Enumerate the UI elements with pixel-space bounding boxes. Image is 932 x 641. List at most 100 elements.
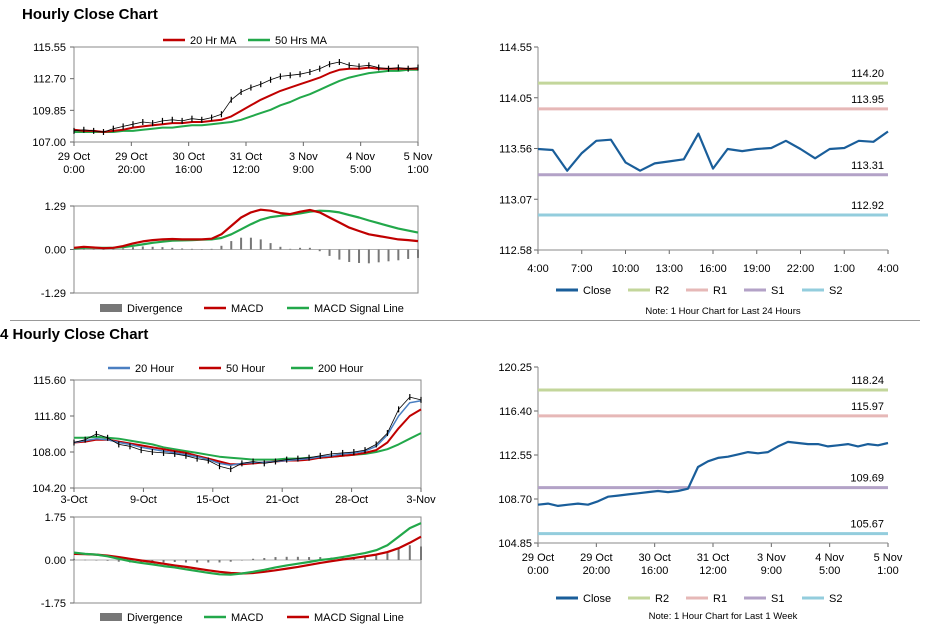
hourly-macd-divergence-bar xyxy=(367,249,370,264)
four-hourly-price-xtick-label: 9-Oct xyxy=(130,494,157,506)
four-hourly-macd-divergence-bar xyxy=(364,556,367,560)
four-hourly-week-level-label: 109.69 xyxy=(850,473,884,485)
hourly-price-xtick-label: 16:00 xyxy=(175,164,203,176)
hourly-24h-xtick-label: 13:00 xyxy=(655,263,683,275)
hourly-24h-ytick-label: 114.55 xyxy=(499,42,532,54)
hourly-signal-legend-label: MACD Signal Line xyxy=(314,303,404,315)
four-hourly-macd-divergence-bar xyxy=(207,560,210,563)
hourly-24h-note: Note: 1 Hour Chart for Last 24 Hours xyxy=(645,306,800,317)
four-hourly-price-xtick-label: 21-Oct xyxy=(266,494,299,506)
hourly-price-ytick-label: 109.85 xyxy=(32,105,66,117)
hourly-macd-divergence-bar xyxy=(181,248,184,250)
hourly-24h-legend-close-legend-label: Close xyxy=(583,285,611,297)
hourly-ma50-legend-label: 50 Hrs MA xyxy=(275,35,328,47)
four-hourly-section-title: 4 Hourly Close Chart xyxy=(0,326,149,343)
hourly-macd-divergence-bar xyxy=(151,246,154,250)
hourly-macd-divergence-bar xyxy=(259,239,262,250)
four-hourly-macd-divergence-bar xyxy=(95,560,98,561)
four-hourly-price-xtick-label: 3-Oct xyxy=(61,494,88,506)
hourly-macd-ytick-label: 0.00 xyxy=(45,245,66,257)
four-hourly-20h-legend-label: 20 Hour xyxy=(135,363,174,375)
four-hourly-week-legend-close-legend-label: Close xyxy=(583,593,611,605)
hourly-macd-divergence-bar xyxy=(377,249,380,263)
hourly-macd-divergence-bar xyxy=(387,249,390,262)
four-hourly-week-xtick-label: 1:00 xyxy=(877,565,898,577)
four-hourly-macd-divergence-bar xyxy=(420,546,422,560)
hourly-price-close-line xyxy=(73,61,419,133)
four-hourly-week-ytick-label: 112.55 xyxy=(499,450,532,462)
hourly-price-xtick-label: 29 Oct xyxy=(58,151,90,163)
hourly-macd-divergence-bar xyxy=(249,237,252,250)
four-hourly-50h-line xyxy=(73,408,422,466)
hourly-price-xtick-label: 5:00 xyxy=(350,164,371,176)
hourly-24h-legend-r2-legend-label: R2 xyxy=(655,285,669,297)
hourly-24h-legend-s1-legend-label: S1 xyxy=(771,285,784,297)
four-hourly-week-note: Note: 1 Hour Chart for Last 1 Week xyxy=(649,611,798,622)
hourly-24h-xtick-label: 16:00 xyxy=(699,263,727,275)
hourly-24h-level-label: 114.20 xyxy=(851,68,884,80)
hourly-macd-divergence-bar xyxy=(358,249,361,263)
hourly-macd-divergence-bar xyxy=(73,248,75,250)
four-hourly-week-legend-r2-legend-label: R2 xyxy=(655,593,669,605)
hourly-section-title: Hourly Close Chart xyxy=(22,6,158,23)
four-hourly-week-ytick-label: 108.70 xyxy=(498,494,532,506)
hourly-24h-xtick-label: 4:00 xyxy=(877,263,898,275)
hourly-macd-divergence-bar xyxy=(299,247,302,250)
four-hourly-macd-divergence-bar xyxy=(106,560,109,561)
four-hourly-week-legend-s2-legend-label: S2 xyxy=(829,593,842,605)
four-hourly-macd-divergence-bar xyxy=(397,548,400,560)
four-hourly-macd-divergence-bar xyxy=(196,560,199,563)
hourly-price-xtick-label: 1:00 xyxy=(407,164,428,176)
four-hourly-macd-line xyxy=(73,522,422,576)
hourly-24h-legend-r1-legend-label: R1 xyxy=(713,285,727,297)
hourly-macd-divergence-bar xyxy=(92,249,95,250)
hourly-24h-ytick-label: 113.56 xyxy=(499,144,532,156)
four-hourly-macd-divergence-bar xyxy=(296,556,299,560)
four-hourly-week-level-label: 115.97 xyxy=(851,401,884,413)
hourly-macd-divergence-bar xyxy=(417,249,419,258)
hourly-price-xtick-label: 20:00 xyxy=(118,164,146,176)
hourly-macd-divergence-bar xyxy=(407,249,410,259)
hourly-ma50-line xyxy=(74,68,418,133)
hourly-macd-divergence-bar xyxy=(308,247,311,250)
hourly-price-xtick-label: 9:00 xyxy=(293,164,314,176)
four-hourly-20h-line xyxy=(73,400,422,467)
hourly-price-xtick-label: 31 Oct xyxy=(230,151,262,163)
four-hourly-price-xtick-label: 15-Oct xyxy=(196,494,229,506)
hourly-macd-divergence-bar xyxy=(269,243,272,250)
hourly-macd-ytick-label: -1.29 xyxy=(41,288,66,300)
four-hourly-50h-legend-label: 50 Hour xyxy=(226,363,265,375)
four-hourly-macd-divergence-bar xyxy=(184,560,187,563)
four-hourly-macd-divergence-bar xyxy=(117,560,120,562)
four-hourly-macd-divergence-bar xyxy=(285,556,288,560)
hourly-macd-divergence-bar xyxy=(190,248,193,250)
four-hourly-week-xtick-label: 4 Nov xyxy=(815,552,844,564)
hourly-macd-divergence-bar xyxy=(328,249,331,256)
hourly-price-ytick-label: 115.55 xyxy=(33,42,66,54)
hourly-macd-divergence-bar xyxy=(112,249,115,250)
four-hourly-week-xtick-label: 20:00 xyxy=(583,565,611,577)
hourly-24h-level-label: 113.95 xyxy=(851,94,884,106)
four-hourly-divergence-legend-swatch xyxy=(100,613,122,621)
hourly-price-xtick-label: 12:00 xyxy=(232,164,260,176)
hourly-macd-divergence-bar xyxy=(279,246,282,250)
four-hourly-week-close-line xyxy=(537,440,889,507)
four-hourly-week-ytick-label: 120.25 xyxy=(498,362,532,374)
hourly-macd-divergence-bar xyxy=(348,249,351,262)
hourly-macd-divergence-bar xyxy=(220,245,223,250)
four-hourly-price-ytick-label: 108.00 xyxy=(32,447,66,459)
four-hourly-macd-divergence-bar xyxy=(386,553,389,560)
hourly-signal-line xyxy=(73,209,419,250)
hourly-price-ytick-label: 107.00 xyxy=(32,137,66,149)
hourly-price-ytick-label: 112.70 xyxy=(33,74,66,86)
hourly-macd-divergence-bar xyxy=(210,248,213,250)
hourly-price-xtick-label: 5 Nov xyxy=(404,151,433,163)
hourly-macd-divergence-bar xyxy=(131,247,134,250)
four-hourly-macd-divergence-bar xyxy=(229,560,232,562)
hourly-macd-divergence-bar xyxy=(200,249,203,250)
four-hourly-week-legend-r1-legend-label: R1 xyxy=(713,593,727,605)
four-hourly-macd-divergence-bar xyxy=(173,560,176,562)
hourly-24h-xtick-label: 7:00 xyxy=(571,263,592,275)
four-hourly-macd-divergence-bar xyxy=(263,558,266,560)
four-hourly-price-frame xyxy=(73,379,422,489)
